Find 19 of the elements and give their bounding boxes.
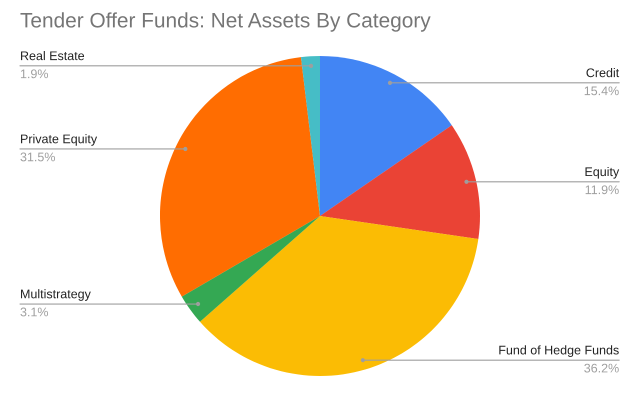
slice-label: Real Estate bbox=[21, 51, 84, 60]
pie-slice bbox=[160, 57, 320, 297]
data-label: 1.9% bbox=[20, 69, 48, 78]
slice-label: Equity bbox=[585, 166, 620, 179]
chart-title: Tender Offer Funds: Net Assets By Category bbox=[20, 12, 431, 32]
data-label: 36.2% bbox=[584, 364, 619, 373]
data-label: 3.1% bbox=[20, 308, 48, 316]
slice-label: Private Equity bbox=[21, 134, 98, 146]
slice-label: Fund of Hedge Funds bbox=[499, 345, 619, 357]
pie-slice bbox=[200, 216, 478, 376]
data-label: 15.4% bbox=[584, 86, 619, 96]
pie-slice bbox=[182, 216, 320, 322]
slice-label: Credit bbox=[586, 68, 620, 78]
data-label: 11.9% bbox=[586, 185, 619, 194]
data-label: 31.5% bbox=[20, 152, 55, 162]
pie-slice bbox=[300, 56, 320, 216]
slice-label: Multistrategy bbox=[21, 289, 91, 301]
pie-slice bbox=[320, 56, 452, 216]
pie-slice bbox=[320, 125, 480, 240]
